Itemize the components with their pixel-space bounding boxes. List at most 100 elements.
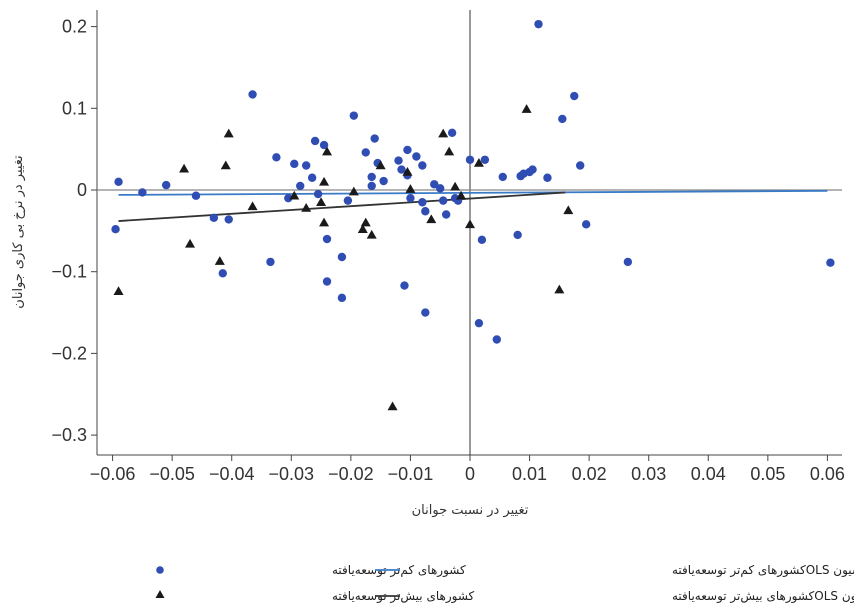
point-less-developed	[337, 252, 347, 262]
point-less-developed	[114, 177, 123, 187]
point-more-developed	[426, 214, 437, 224]
legend: کشورهای کم‌تر توسعه‌یافته کشورهای بیش‌تر…	[155, 563, 854, 604]
x-tick-label: 0.06	[810, 464, 845, 484]
point-more-developed	[402, 167, 413, 176]
point-less-developed	[209, 213, 219, 222]
point-less-developed	[438, 196, 448, 205]
point-more-developed	[554, 284, 565, 294]
legend-marker-less-developed	[156, 566, 164, 574]
point-less-developed	[367, 172, 376, 182]
point-less-developed	[218, 269, 227, 278]
point-less-developed	[412, 152, 421, 161]
point-less-developed	[421, 308, 430, 317]
point-less-developed	[421, 207, 430, 216]
point-more-developed	[316, 197, 327, 207]
y-tick-label: −0.2	[51, 343, 87, 363]
point-less-developed	[430, 180, 439, 189]
point-less-developed	[498, 172, 507, 182]
x-tick-label: 0	[465, 464, 475, 484]
point-less-developed	[266, 257, 275, 267]
point-less-developed	[581, 220, 591, 229]
point-less-developed	[290, 159, 299, 169]
point-more-developed	[360, 217, 371, 227]
point-more-developed	[387, 401, 398, 411]
y-tick-label: 0.2	[62, 17, 87, 37]
x-tick-label: 0.05	[750, 464, 785, 484]
point-less-developed	[370, 134, 379, 143]
point-more-developed	[473, 158, 484, 167]
point-more-developed	[223, 128, 234, 138]
point-more-developed	[444, 146, 455, 156]
point-less-developed	[528, 165, 537, 174]
point-more-developed	[521, 104, 532, 113]
point-less-developed	[248, 90, 257, 99]
point-more-developed	[438, 128, 449, 138]
point-more-developed	[357, 224, 368, 233]
point-less-developed	[337, 293, 347, 303]
y-tick-label: −0.3	[51, 425, 87, 445]
y-tick-label: −0.1	[51, 262, 87, 282]
point-less-developed	[397, 165, 406, 174]
point-less-developed	[349, 111, 359, 120]
point-more-developed	[179, 163, 190, 173]
point-less-developed	[322, 234, 332, 244]
y-tick-label: 0	[77, 180, 87, 200]
point-less-developed	[418, 198, 427, 207]
point-less-developed	[343, 196, 353, 205]
point-more-developed	[214, 256, 225, 265]
point-less-developed	[492, 335, 502, 344]
regression-lines	[118, 189, 828, 222]
point-more-developed	[289, 190, 300, 200]
point-less-developed	[361, 148, 370, 157]
point-more-developed	[348, 186, 359, 196]
point-less-developed	[224, 215, 233, 224]
x-tick-label: 0.02	[572, 464, 607, 484]
legend-label-ols-more: خط رگرسیون OLSکشورهای بیش‌تر توسعه‌یافته	[672, 589, 854, 604]
point-less-developed	[534, 19, 543, 29]
point-less-developed	[394, 156, 403, 165]
x-tick-label: −0.05	[149, 464, 195, 484]
point-less-developed	[826, 258, 835, 267]
point-less-developed	[301, 161, 311, 170]
x-tick-label: −0.04	[209, 464, 255, 484]
x-axis-title: تغییر در نسبت جوانان	[412, 503, 529, 518]
point-less-developed	[191, 191, 201, 200]
point-less-developed	[576, 161, 585, 170]
point-less-developed	[447, 128, 457, 138]
point-more-developed	[319, 217, 330, 227]
point-less-developed	[570, 91, 579, 101]
point-more-developed	[185, 238, 196, 248]
point-less-developed	[307, 173, 317, 182]
point-less-developed	[313, 189, 323, 199]
point-less-developed	[379, 176, 388, 186]
x-tick-label: 0.04	[691, 464, 726, 484]
point-less-developed	[322, 277, 332, 286]
point-less-developed	[558, 114, 567, 124]
x-tick-label: −0.01	[388, 464, 434, 484]
x-tick-label: 0.01	[512, 464, 547, 484]
point-less-developed	[367, 181, 376, 191]
x-tick-label: −0.06	[90, 464, 136, 484]
point-less-developed	[474, 318, 484, 328]
data-points	[111, 19, 835, 411]
x-tick-label: −0.03	[269, 464, 315, 484]
point-less-developed	[513, 230, 522, 240]
point-less-developed	[272, 153, 281, 162]
point-more-developed	[465, 219, 475, 229]
point-less-developed	[406, 193, 415, 203]
ols-line-less-developed	[118, 189, 828, 196]
point-more-developed	[456, 190, 467, 200]
ols-line-more-developed	[118, 191, 566, 222]
point-more-developed	[322, 146, 333, 156]
x-tick-label: −0.02	[328, 464, 374, 484]
point-less-developed	[161, 180, 171, 190]
point-more-developed	[405, 184, 416, 193]
axes	[91, 10, 842, 461]
point-less-developed	[319, 140, 329, 150]
point-less-developed	[441, 210, 451, 219]
point-more-developed	[450, 181, 461, 191]
point-more-developed	[220, 160, 231, 170]
point-less-developed	[310, 136, 320, 146]
point-more-developed	[247, 201, 258, 211]
